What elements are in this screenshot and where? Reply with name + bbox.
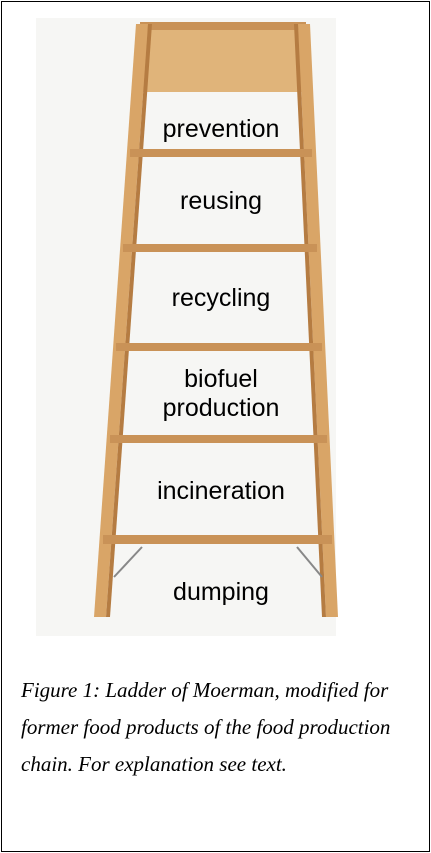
figure-frame: prevention reusing recycling biofuel pro…	[1, 1, 430, 852]
ladder-rung	[103, 535, 332, 544]
page: prevention reusing recycling biofuel pro…	[0, 0, 431, 853]
ladder-top-edge	[140, 22, 306, 30]
figure-caption: Figure 1: Ladder of Moerman, modified fo…	[21, 672, 413, 783]
ladder-rung	[110, 435, 327, 443]
ladder-rung	[116, 343, 322, 351]
step-label: recycling	[136, 284, 306, 313]
step-label: reusing	[136, 187, 306, 216]
step-label: dumping	[136, 578, 306, 607]
ladder-rung	[123, 244, 317, 252]
step-label: prevention	[136, 115, 306, 144]
ladder-rung	[130, 149, 312, 157]
step-label: biofuel production	[136, 365, 306, 423]
step-label: incineration	[136, 477, 306, 506]
ladder-top	[142, 24, 302, 92]
